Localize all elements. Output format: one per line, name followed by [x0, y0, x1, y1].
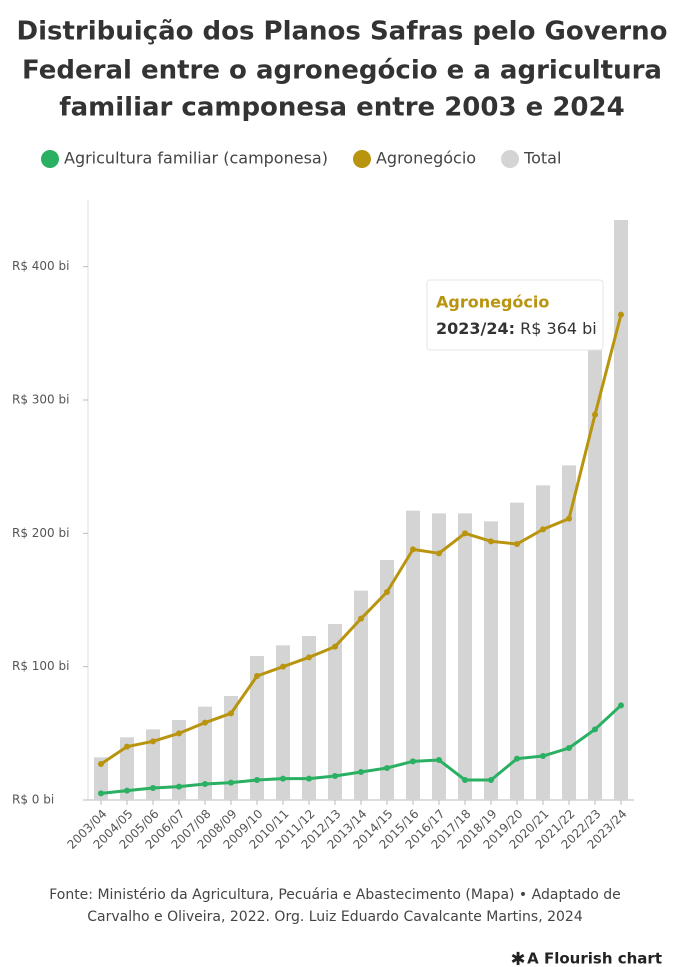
point	[124, 743, 130, 750]
point	[306, 775, 312, 782]
chart-title: Distribuição dos Planos Safras pelo Gove…	[17, 17, 668, 47]
bar	[536, 485, 550, 800]
bar	[458, 513, 472, 800]
point	[592, 411, 598, 418]
tooltip-title: Agronegócio	[436, 293, 549, 312]
point	[540, 526, 546, 533]
tooltip-box	[426, 279, 604, 351]
point	[228, 779, 234, 786]
bar	[198, 706, 212, 800]
point	[150, 785, 156, 791]
point	[280, 663, 286, 670]
bar	[250, 656, 264, 800]
point	[514, 755, 520, 762]
legend: Agricultura familiar (camponesa) Agronegó…	[41, 149, 561, 168]
point	[150, 738, 156, 745]
bar	[172, 720, 186, 800]
legend-label: Agricultura familiar (camponesa)	[64, 149, 328, 168]
bar	[120, 737, 134, 800]
point	[514, 541, 520, 547]
point	[462, 530, 468, 537]
point	[124, 787, 130, 794]
point	[332, 773, 338, 779]
point	[384, 589, 390, 595]
tooltip-value: R$ 364 bi	[520, 319, 597, 338]
y-tick-label: R$ 0 bi	[12, 793, 54, 807]
chart-title: familiar camponesa entre 2003 e 2024	[59, 93, 624, 123]
legend-marker	[352, 150, 371, 168]
point	[254, 777, 260, 783]
point	[202, 781, 208, 787]
y-tick-label: R$ 200 bi	[12, 526, 69, 540]
bar	[276, 645, 290, 800]
point	[358, 769, 364, 775]
point	[540, 753, 546, 759]
point	[332, 643, 338, 650]
bar	[406, 510, 420, 800]
point	[462, 777, 468, 783]
bar	[484, 521, 498, 800]
bar	[94, 757, 108, 800]
bar	[614, 220, 628, 800]
y-tick-label: R$ 400 bi	[12, 259, 69, 273]
point	[202, 719, 208, 726]
point	[410, 546, 416, 553]
bar	[146, 729, 160, 800]
point	[566, 515, 572, 522]
tooltip-category: 2023/24:	[436, 319, 515, 338]
point	[488, 777, 494, 783]
credit: A Flourish chart	[527, 950, 662, 967]
bar	[510, 502, 524, 800]
point	[410, 758, 416, 765]
legend-marker	[41, 150, 59, 168]
point	[592, 726, 598, 733]
bar	[302, 636, 316, 800]
point	[566, 745, 572, 751]
point	[176, 730, 182, 737]
legend-label: Agronegócio	[376, 149, 476, 168]
point	[254, 673, 260, 679]
credit-icon: ✱	[510, 949, 525, 967]
point	[306, 654, 312, 661]
point	[280, 775, 286, 782]
point	[384, 765, 390, 771]
bar	[354, 590, 368, 800]
legend-label: Total	[523, 149, 561, 168]
chart-title: Federal entre o agronegócio e a agricult…	[22, 56, 662, 86]
bar	[432, 513, 446, 800]
point	[436, 550, 442, 557]
bar	[224, 696, 238, 800]
source: Fonte: Ministério da Agricultura, Pecuár…	[49, 887, 621, 903]
point	[618, 702, 624, 709]
source: Carvalho e Oliveira, 2022. Org. Luiz Edu…	[87, 909, 583, 925]
point	[98, 790, 104, 797]
tooltip-text: 2023/24: R$ 364 bi	[436, 319, 597, 338]
point	[228, 710, 234, 717]
point	[618, 311, 624, 318]
y-tick-label: R$ 100 bi	[12, 659, 69, 673]
point	[98, 761, 104, 767]
point	[436, 757, 442, 763]
tooltip: Agronegócio 2023/24: R$ 364 bi	[426, 279, 604, 351]
bar	[380, 560, 394, 800]
y-tick-label: R$ 300 bi	[12, 393, 69, 407]
bar	[562, 465, 576, 800]
bar	[588, 340, 602, 800]
bar	[328, 624, 342, 800]
point	[358, 615, 364, 622]
point	[488, 538, 494, 545]
legend-marker	[501, 150, 520, 168]
point	[176, 783, 182, 790]
